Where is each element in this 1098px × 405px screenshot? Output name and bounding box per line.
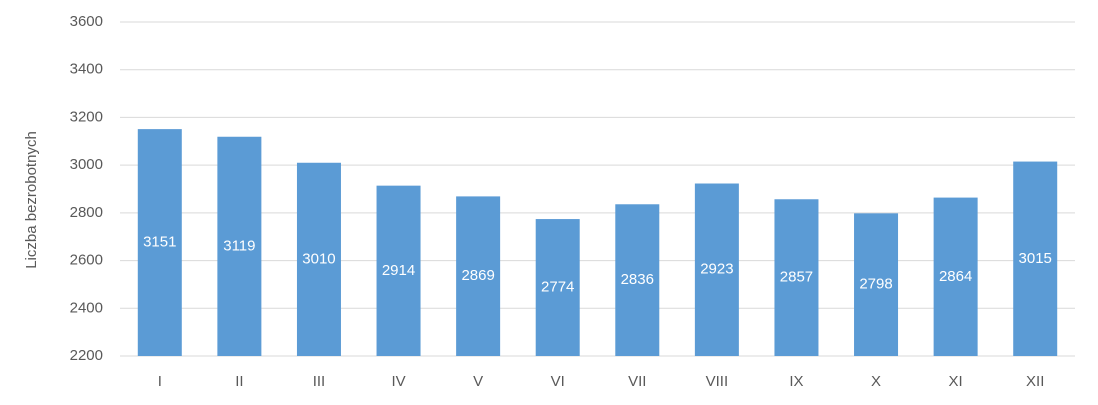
x-tick-label: XII: [1026, 373, 1044, 390]
data-label: 3119: [223, 237, 255, 254]
bar: [217, 136, 262, 356]
x-tick-label: II: [235, 373, 243, 390]
y-tick-label: 2800: [70, 204, 103, 221]
y-tick-label: 2600: [70, 252, 103, 269]
x-tick-label: X: [871, 373, 881, 390]
y-tick-label: 2400: [70, 299, 103, 316]
bar: [456, 196, 501, 356]
data-label: 2836: [621, 271, 654, 288]
data-label: 2869: [461, 267, 494, 284]
bar: [296, 162, 341, 356]
data-label: 2914: [382, 262, 415, 279]
y-axis-title: Liczba bezrobotnych: [23, 131, 40, 269]
x-tick-label: V: [473, 373, 483, 390]
data-label: 3151: [143, 234, 176, 251]
bar: [376, 185, 421, 356]
y-tick-label: 3400: [70, 61, 103, 78]
bar: [137, 129, 182, 356]
x-tick-label: XI: [949, 373, 963, 390]
x-tick-label: VII: [628, 373, 646, 390]
y-tick-label: 2200: [70, 347, 103, 364]
x-tick-label: I: [158, 373, 162, 390]
bar: [774, 199, 819, 356]
y-tick-label: 3200: [70, 108, 103, 125]
x-tick-label: III: [313, 373, 326, 390]
bar: [694, 183, 739, 356]
data-label: 3015: [1019, 250, 1052, 267]
bar: [1013, 161, 1058, 356]
y-tick-label: 3000: [70, 156, 103, 173]
data-label: 2923: [700, 261, 733, 278]
y-tick-label: 3600: [70, 13, 103, 30]
x-tick-label: IX: [789, 373, 803, 390]
bar: [535, 219, 580, 356]
x-tick-label: IV: [391, 373, 405, 390]
bar: [615, 204, 660, 356]
x-tick-label: VIII: [706, 373, 729, 390]
x-tick-label: VI: [551, 373, 565, 390]
data-label: 2798: [859, 276, 892, 293]
data-label: 2864: [939, 268, 972, 285]
data-label: 3010: [302, 250, 335, 267]
data-label: 2774: [541, 278, 574, 295]
data-label: 2857: [780, 269, 813, 286]
bar: [933, 197, 978, 356]
bar: [854, 213, 899, 356]
